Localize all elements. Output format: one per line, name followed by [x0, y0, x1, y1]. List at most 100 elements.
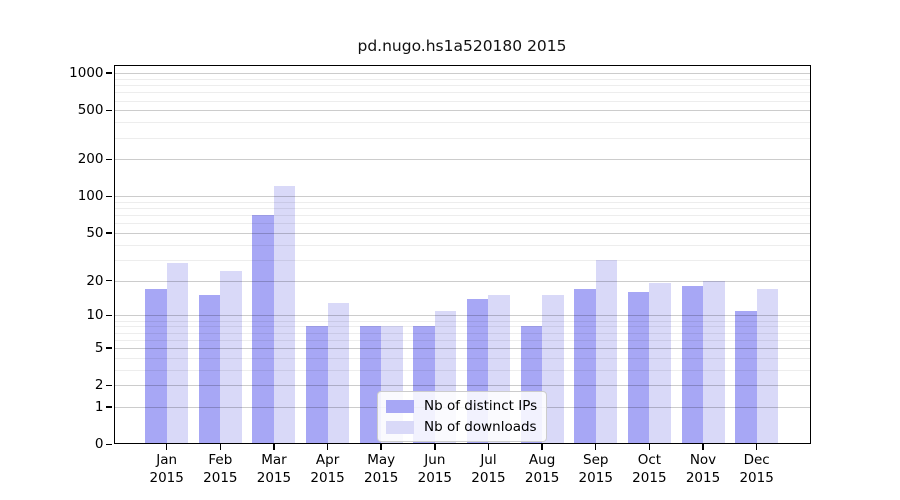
year-label: 2015	[256, 470, 292, 487]
x-tick-mark	[541, 444, 543, 451]
year-label: 2015	[578, 470, 613, 487]
bar-nb-of-downloads-dec	[756, 289, 779, 445]
x-tick-mark	[219, 444, 222, 451]
gridline-minor	[113, 259, 811, 261]
month-label: Dec	[743, 452, 770, 469]
y-tick-label: 2	[94, 377, 104, 394]
gridline-minor	[113, 100, 811, 102]
month-label: Jul	[480, 452, 497, 469]
month-label: Apr	[315, 452, 340, 469]
y-tick-label: 1	[94, 399, 104, 416]
year-label: 2015	[632, 470, 667, 487]
x-tick-label-oct: Oct 2015	[617, 451, 681, 487]
y-tick-label: 1000	[69, 65, 104, 82]
y-tick-mark	[106, 347, 112, 349]
x-tick-label-dec: Dec 2015	[725, 451, 789, 487]
x-tick-mark	[755, 444, 758, 451]
x-tick-label-may: May 2015	[349, 451, 413, 487]
legend-label-distinct-ips: Nb of distinct IPs	[424, 398, 538, 414]
x-tick-mark	[434, 444, 436, 451]
bar-nb-of-distinct-ips-dec	[735, 310, 757, 445]
bar-nb-of-downloads-nov	[703, 280, 725, 445]
bar-nb-of-distinct-ips-mar	[252, 215, 274, 445]
x-tick-label-aug: Aug 2015	[510, 451, 574, 487]
x-tick-mark	[594, 444, 597, 451]
gridline-minor	[113, 92, 811, 94]
bar-nb-of-distinct-ips-jan	[145, 289, 167, 445]
x-tick-label-apr: Apr 2015	[296, 451, 360, 487]
month-label: Jan	[156, 452, 178, 469]
year-label: 2015	[417, 470, 453, 487]
gridline-minor	[113, 122, 811, 124]
year-label: 2015	[685, 470, 721, 487]
plot-area	[106, 64, 811, 451]
y-tick-mark	[106, 109, 112, 112]
year-label: 2015	[203, 470, 238, 487]
x-tick-label-nov: Nov 2015	[671, 451, 735, 487]
gridline-major	[113, 280, 811, 282]
month-label: Mar	[261, 452, 287, 469]
gridline-minor	[113, 78, 811, 80]
gridline-major	[113, 348, 811, 350]
y-tick-label: 0	[94, 436, 104, 453]
gridline-major	[113, 110, 811, 112]
bar-nb-of-downloads-apr	[327, 302, 350, 445]
x-tick-label-mar: Mar 2015	[242, 451, 306, 487]
gridline-major	[113, 73, 811, 75]
x-tick-label-jan: Jan 2015	[135, 451, 199, 487]
y-tick-label: 200	[77, 151, 104, 168]
x-tick-label-sep: Sep 2015	[564, 451, 628, 487]
chart-title: pd.nugo.hs1a520180 2015	[357, 37, 567, 55]
x-tick-label-feb: Feb 2015	[188, 451, 252, 487]
gridline-major	[113, 159, 811, 161]
gridline-minor	[113, 244, 811, 246]
year-label: 2015	[149, 470, 184, 487]
gridline-minor	[113, 357, 811, 359]
y-tick-label: 5	[94, 340, 104, 357]
legend-swatch-distinct-ips	[386, 399, 414, 413]
y-tick-label: 100	[77, 188, 104, 205]
gridline-minor	[113, 369, 811, 371]
x-tick-label-jul: Jul 2015	[456, 451, 520, 487]
month-label: Jun	[424, 452, 446, 469]
x-tick-mark	[380, 444, 382, 451]
bar-nb-of-distinct-ips-oct	[627, 292, 650, 445]
bar-nb-of-downloads-jan	[166, 263, 189, 445]
year-label: 2015	[471, 470, 506, 487]
gridline-major	[113, 315, 811, 317]
bar-nb-of-distinct-ips-nov	[681, 286, 703, 445]
gridline-major	[113, 196, 811, 198]
gridline-minor	[113, 85, 811, 87]
month-label: Feb	[208, 452, 233, 469]
gridline-minor	[113, 137, 811, 139]
x-tick-mark	[487, 444, 490, 451]
y-tick-label: 10	[86, 307, 104, 324]
gridline-minor	[113, 201, 811, 203]
x-tick-mark	[326, 444, 329, 451]
x-tick-label-jun: Jun 2015	[403, 451, 467, 487]
year-label: 2015	[524, 470, 560, 487]
gridline-minor	[113, 320, 811, 322]
month-label: Nov	[689, 452, 717, 469]
bar-nb-of-downloads-feb	[220, 271, 242, 445]
gridline-minor	[113, 215, 811, 217]
legend: Nb of distinct IPs Nb of downloads	[377, 391, 548, 442]
bar-nb-of-distinct-ips-may	[359, 326, 382, 445]
year-label: 2015	[739, 470, 774, 487]
bar-nb-of-distinct-ips-feb	[198, 295, 221, 445]
gridline-minor	[113, 208, 811, 210]
bar-nb-of-downloads-aug	[542, 295, 564, 445]
year-label: 2015	[310, 470, 345, 487]
legend-label-downloads: Nb of downloads	[424, 419, 537, 435]
month-label: May	[367, 452, 396, 469]
y-tick-mark	[106, 158, 112, 161]
year-label: 2015	[364, 470, 399, 487]
gridline-minor	[113, 332, 811, 334]
legend-swatch-downloads	[386, 420, 414, 434]
y-tick-mark	[106, 443, 112, 446]
gridline-minor	[113, 223, 811, 225]
gridline-minor	[113, 339, 811, 341]
x-tick-mark	[165, 444, 168, 451]
bar-nb-of-downloads-sep	[595, 259, 618, 445]
